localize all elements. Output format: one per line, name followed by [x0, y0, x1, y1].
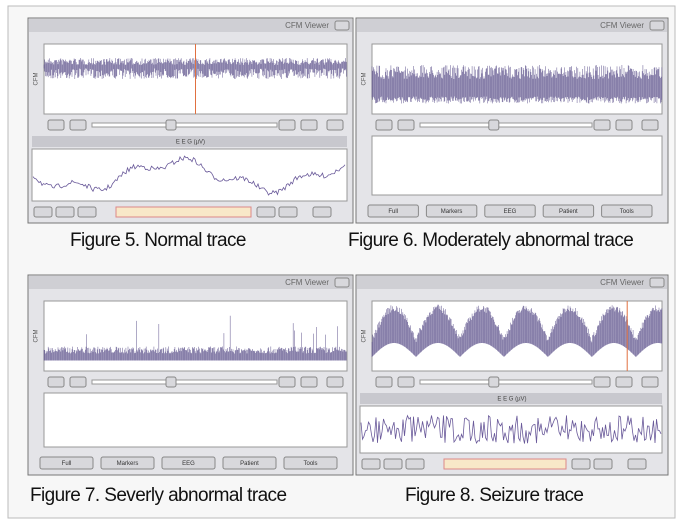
button[interactable] [593, 458, 613, 470]
button[interactable] [77, 206, 97, 218]
cfm-axis-label: CFM [362, 73, 368, 86]
button[interactable] [278, 376, 296, 388]
button[interactable] [47, 119, 65, 131]
cfm-trace [371, 65, 663, 104]
title-bar [357, 19, 667, 32]
button[interactable] [405, 458, 425, 470]
cfm-trace [43, 58, 347, 79]
button-label: Markers [117, 461, 139, 467]
button[interactable] [300, 119, 318, 131]
button[interactable] [222, 456, 277, 470]
button[interactable] [69, 119, 87, 131]
aperiodicity-plot [43, 392, 348, 448]
button-label: Markers [441, 209, 463, 215]
aperiodicity-plot [371, 135, 663, 196]
button[interactable] [571, 458, 591, 470]
button[interactable] [375, 376, 393, 388]
button[interactable] [375, 119, 393, 131]
button[interactable] [615, 376, 633, 388]
button[interactable] [627, 458, 647, 470]
button[interactable] [165, 119, 177, 131]
button[interactable] [649, 277, 665, 288]
button-label: Tools [620, 209, 634, 215]
button[interactable] [334, 20, 350, 31]
button[interactable] [278, 119, 296, 131]
button[interactable] [641, 119, 659, 131]
button[interactable] [601, 204, 653, 218]
button-label: Patient [559, 209, 578, 215]
figure-caption: Figure 8. Seizure trace [405, 485, 583, 506]
button[interactable] [488, 119, 500, 131]
button[interactable] [312, 206, 332, 218]
button[interactable] [278, 206, 298, 218]
button[interactable] [161, 456, 216, 470]
button-label: Full [388, 209, 398, 215]
title-bar [29, 19, 352, 32]
button[interactable] [484, 204, 536, 218]
button[interactable] [300, 376, 318, 388]
slider-track [419, 122, 593, 128]
time-window [443, 458, 567, 470]
figure-caption: Figure 7. Severly abnormal trace [30, 485, 286, 506]
slider-track [91, 379, 278, 385]
button[interactable] [425, 204, 478, 218]
eeg-trace [32, 155, 346, 196]
button-label: Tools [303, 461, 317, 467]
button[interactable] [488, 376, 500, 388]
cfm-trace [43, 315, 347, 361]
eeg-trace [360, 414, 662, 444]
button[interactable] [165, 376, 177, 388]
button[interactable] [55, 206, 75, 218]
time-window [115, 206, 252, 218]
window-title: CFM Viewer [600, 278, 644, 287]
cfm-axis-label: CFM [34, 73, 40, 86]
window-title: CFM Viewer [285, 21, 329, 30]
button[interactable] [47, 376, 65, 388]
title-bar [29, 276, 352, 289]
eeg-bar [32, 136, 347, 147]
button[interactable] [397, 376, 415, 388]
button[interactable] [326, 119, 344, 131]
button-label: EEG [504, 209, 517, 215]
button[interactable] [367, 204, 419, 218]
slider-track [419, 379, 593, 385]
eeg-bar [360, 393, 662, 404]
button[interactable] [615, 119, 633, 131]
button[interactable] [256, 206, 276, 218]
figure-caption: Figure 5. Normal trace [70, 230, 246, 251]
button[interactable] [33, 206, 53, 218]
button[interactable] [100, 456, 155, 470]
window-title: CFM Viewer [600, 21, 644, 30]
button[interactable] [383, 458, 403, 470]
button[interactable] [69, 376, 87, 388]
eeg-label: E E G (µV) [497, 397, 526, 403]
button-label: EEG [182, 461, 195, 467]
button[interactable] [326, 376, 344, 388]
figure-caption: Figure 6. Moderately abnormal trace [348, 230, 633, 251]
button[interactable] [361, 458, 381, 470]
button[interactable] [542, 204, 595, 218]
button-label: Full [62, 461, 72, 467]
cfm-axis-label: CFM [362, 330, 368, 343]
button[interactable] [649, 20, 665, 31]
button[interactable] [39, 456, 94, 470]
button[interactable] [593, 376, 611, 388]
cfm-axis-label: CFM [34, 330, 40, 343]
button[interactable] [641, 376, 659, 388]
cfm-trace [371, 304, 663, 357]
title-bar [357, 276, 667, 289]
button-label: Patient [240, 461, 259, 467]
button[interactable] [283, 456, 338, 470]
slider-track [91, 122, 278, 128]
eeg-label: E E G (µV) [176, 140, 205, 146]
button[interactable] [334, 277, 350, 288]
window-title: CFM Viewer [285, 278, 329, 287]
button[interactable] [397, 119, 415, 131]
button[interactable] [593, 119, 611, 131]
eeg-plot [31, 148, 348, 202]
